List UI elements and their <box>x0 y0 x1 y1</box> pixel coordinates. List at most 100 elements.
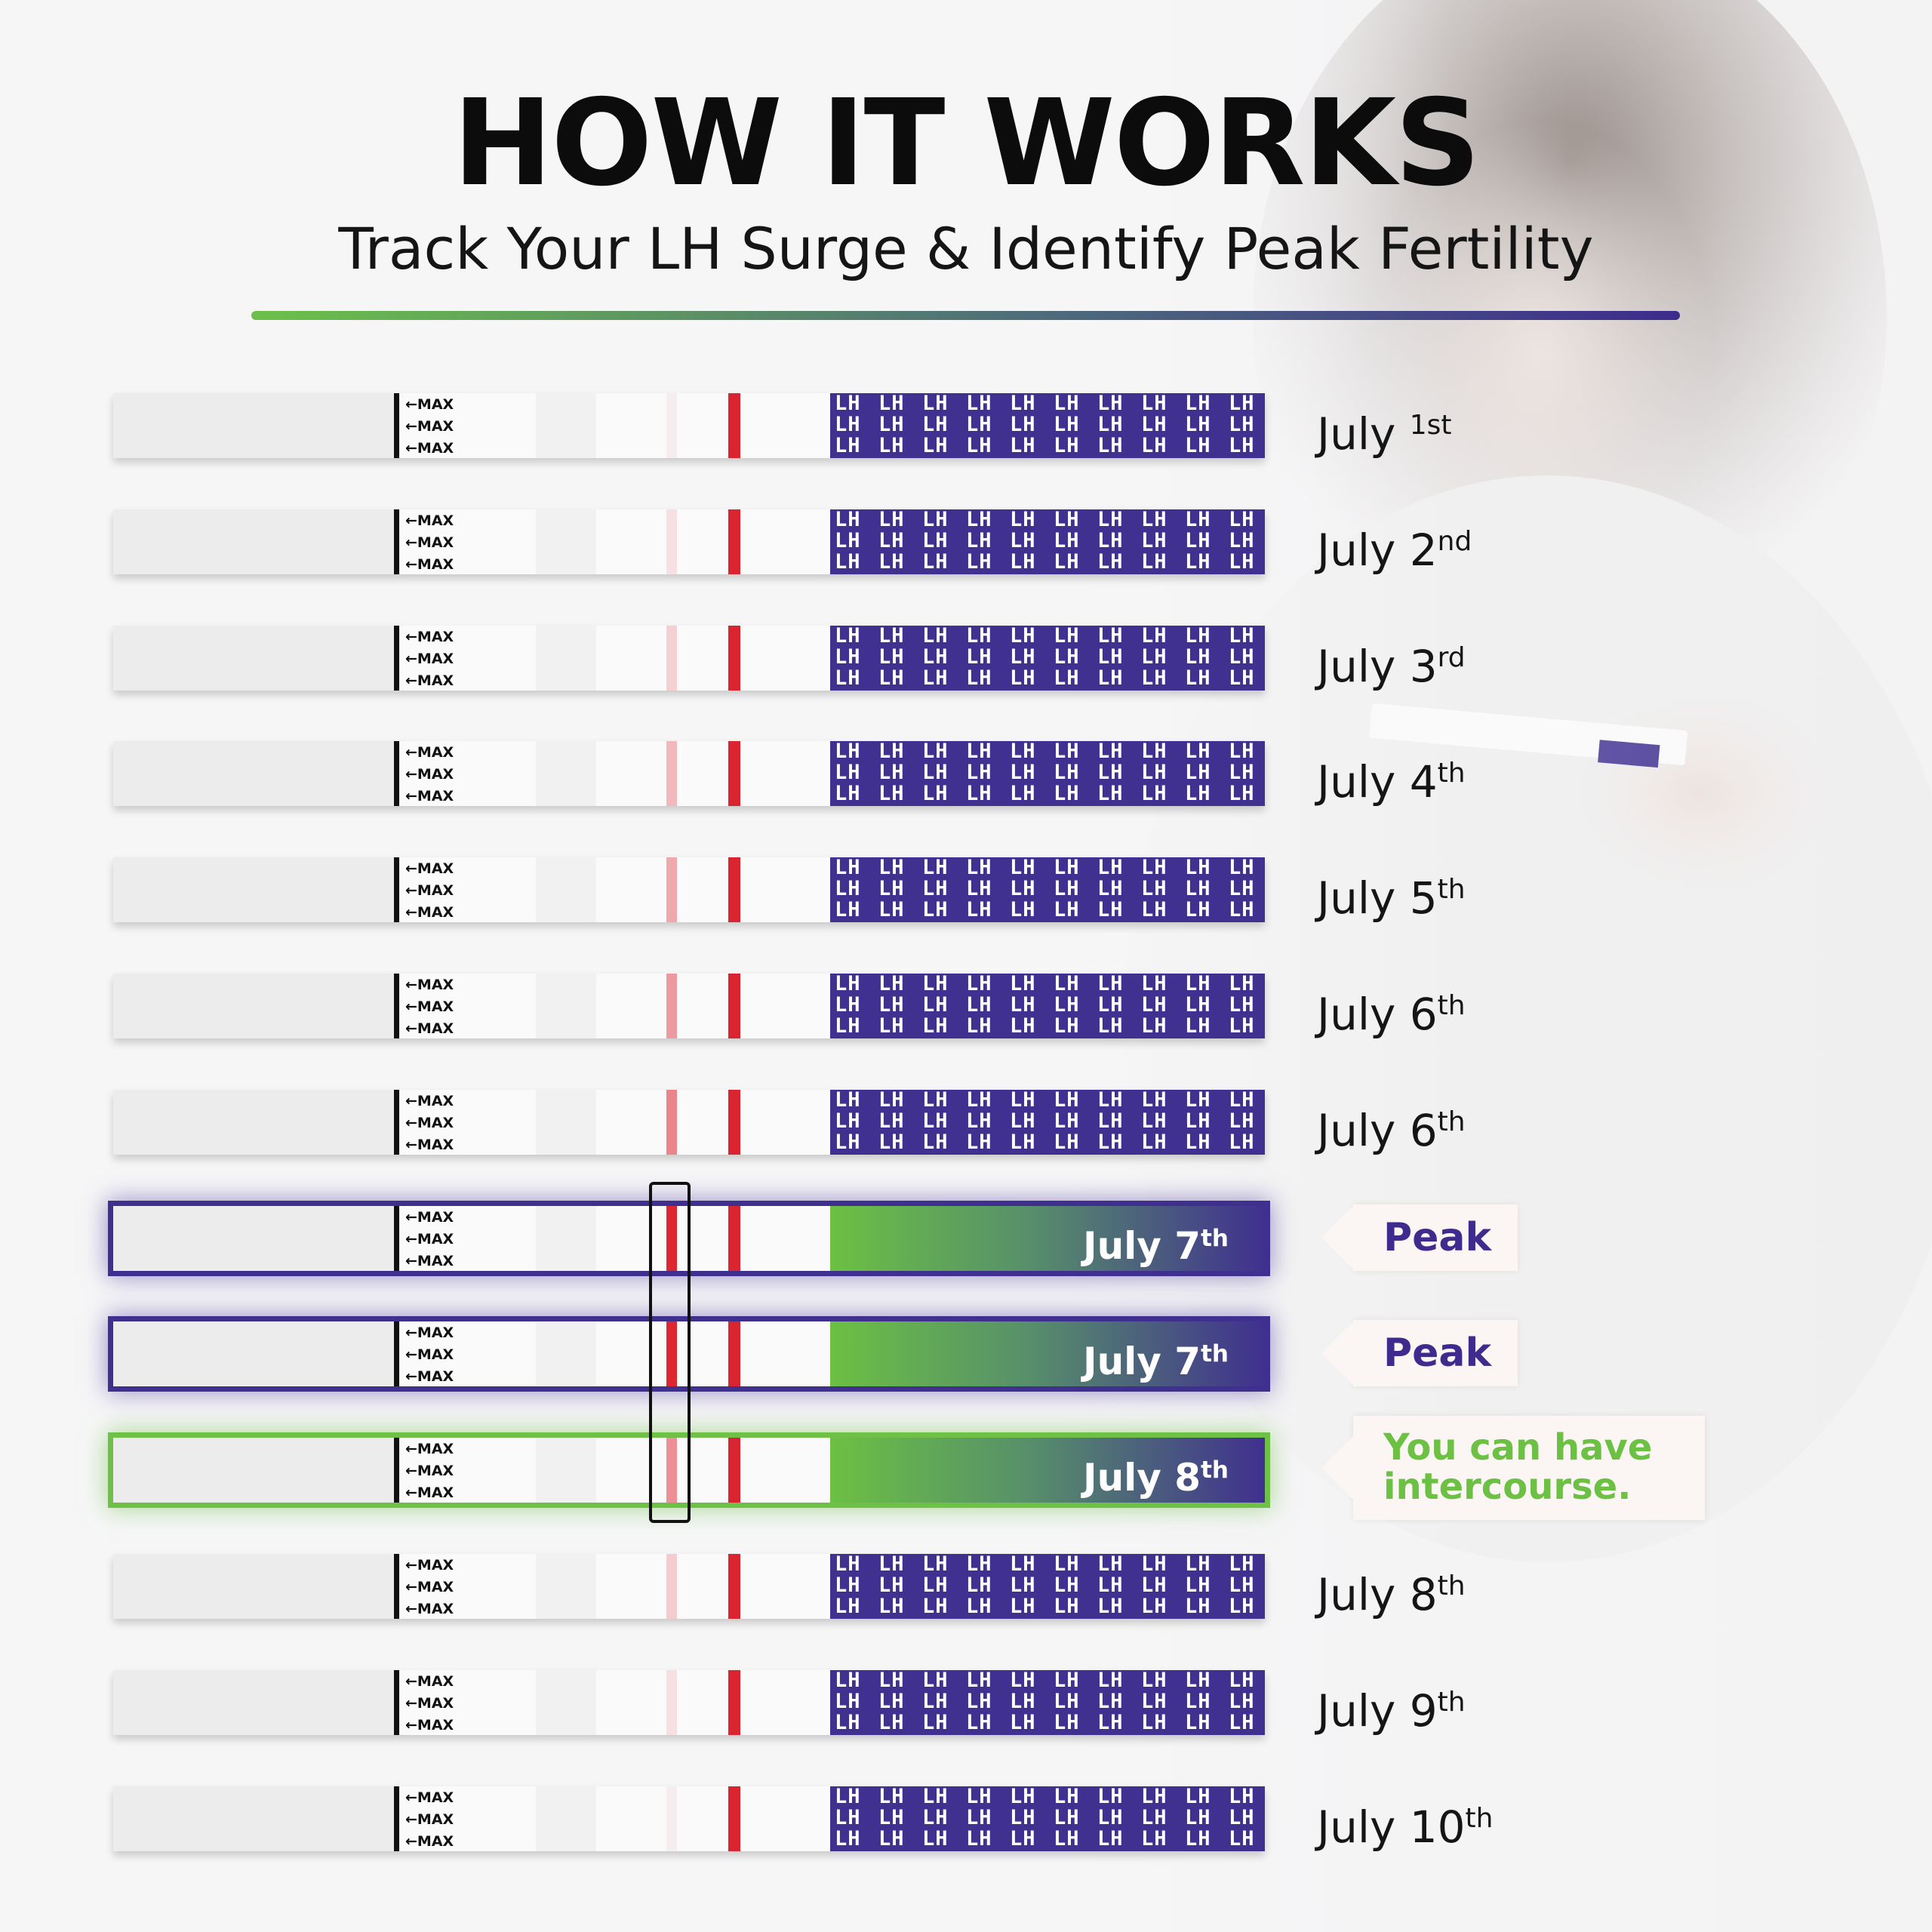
lh-band-text: LH <box>1010 782 1036 805</box>
lh-band-pattern: LH LH LH LH LH LH LH LH LH LH LH LH LH LH LH LH LH LH LH LH… <box>835 1786 1265 1850</box>
max-labels: ←MAX ←MAX ←MAX <box>405 1091 458 1156</box>
lh-band-text: LH <box>835 1690 861 1713</box>
lh-band: LH LH LH LH LH LH LH LH LH LH LH LH LH LH LH LH LH LH LH LH… <box>830 1554 1265 1619</box>
lh-band-text: LH <box>1141 1711 1168 1734</box>
lh-band-text: LH <box>1229 645 1255 669</box>
lh-band-text: LH <box>1054 761 1080 784</box>
lh-band-text: LH <box>1010 1690 1036 1713</box>
lh-band-text: LH <box>1097 434 1124 457</box>
date-text: July 8 <box>1317 1568 1438 1620</box>
lh-band-text: LH <box>1141 1090 1168 1112</box>
test-date-label: July 6th <box>1317 1092 1466 1161</box>
lh-band-text: LH <box>922 645 949 669</box>
lh-band-text: LH <box>1097 761 1124 784</box>
max-label: ←MAX <box>405 1717 454 1734</box>
lh-band-text: LH <box>1185 434 1211 457</box>
lh-band-text: LH <box>835 434 861 457</box>
callout-pointer <box>1321 1206 1353 1269</box>
max-line-marker <box>394 626 399 691</box>
lh-band-text: LH <box>1229 761 1255 784</box>
lh-band-text: LH <box>835 761 861 784</box>
lh-band-text: LH <box>1229 1827 1255 1850</box>
lh-band-text: LH <box>1097 393 1124 415</box>
strip-handle <box>113 857 394 922</box>
control-line <box>728 974 740 1038</box>
lh-band-text: LH <box>1010 857 1036 879</box>
lh-band-text: LH <box>1185 509 1211 531</box>
control-line <box>728 1554 740 1619</box>
lh-band-text: LH <box>1010 993 1036 1017</box>
max-labels: ←MAX ←MAX ←MAX <box>405 858 458 924</box>
lh-band-text: LH <box>878 1131 905 1154</box>
lh-band-text: LH <box>835 857 861 879</box>
lh-band-text: LH <box>922 1595 949 1618</box>
lh-band-text: LH <box>966 898 992 921</box>
lh-band-text: LH <box>922 393 949 415</box>
lh-band-text: LH <box>966 1711 992 1734</box>
max-label: ←MAX <box>405 534 454 551</box>
lh-band-text: LH <box>835 1786 861 1808</box>
lh-band-text: LH <box>1054 509 1080 531</box>
peak-callout: Peak <box>1321 1320 1518 1386</box>
highlight-band: July 7th <box>830 1206 1265 1271</box>
max-line-marker <box>394 857 399 922</box>
lh-band-text: LH <box>1054 1786 1080 1808</box>
lh-band-text: LH <box>1185 1090 1211 1112</box>
control-line <box>728 1670 740 1735</box>
lh-band-text: LH <box>878 550 905 574</box>
lh-band-text: LH <box>878 857 905 879</box>
lh-band-text: LH <box>1010 1090 1036 1112</box>
lh-band: LH LH LH LH LH LH LH LH LH LH LH LH LH LH LH LH LH LH LH LH… <box>830 509 1265 574</box>
max-line-marker <box>394 1206 399 1271</box>
lh-band-text: LH <box>966 1827 992 1850</box>
control-line <box>728 509 740 574</box>
lh-band-text: LH <box>1054 1711 1080 1734</box>
lh-band-pattern: LH LH LH LH LH LH LH LH LH LH LH LH LH LH LH LH LH LH LH LH… <box>835 857 1265 921</box>
test-date-label: July 2nd <box>1317 512 1472 580</box>
lh-band-text: LH <box>1141 1690 1168 1713</box>
control-line <box>728 1438 740 1503</box>
max-label: ←MAX <box>405 1463 454 1479</box>
lh-band-text: LH <box>878 898 905 921</box>
lh-band-text: LH <box>1010 1827 1036 1850</box>
date-text: July 5 <box>1317 872 1438 924</box>
lh-band-pattern: LH LH LH LH LH LH LH LH LH LH LH LH LH LH LH LH LH LH LH LH… <box>835 1670 1265 1734</box>
lh-band-text: LH <box>1141 1014 1168 1038</box>
result-window <box>536 1090 596 1155</box>
lh-band-text: LH <box>1185 1109 1211 1133</box>
max-label: ←MAX <box>405 1833 454 1850</box>
lh-band-text: LH <box>1097 1827 1124 1850</box>
lh-band-text: LH <box>878 1786 905 1808</box>
date-text: July 9 <box>1317 1684 1438 1737</box>
lh-band-text: LH <box>1054 741 1080 763</box>
lh-band-text: LH <box>966 509 992 531</box>
lh-band-text: LH <box>878 877 905 900</box>
lh-band-text: LH <box>1097 898 1124 921</box>
lh-band-text: LH <box>1010 1131 1036 1154</box>
strip-handle <box>113 1090 394 1155</box>
max-label: ←MAX <box>405 1346 454 1363</box>
max-labels: ←MAX ←MAX ←MAX <box>405 1787 458 1853</box>
lh-band-text: LH <box>1229 1090 1255 1112</box>
lh-band-text: LH <box>922 1109 949 1133</box>
lh-band-text: LH <box>835 974 861 995</box>
test-date-label: July 6th <box>1317 976 1466 1044</box>
lh-band-text: LH <box>1141 626 1168 648</box>
lh-band-text: LH <box>1097 413 1124 436</box>
lh-band-text: LH <box>1141 509 1168 531</box>
date-text: July 3 <box>1317 640 1438 692</box>
max-line-marker <box>394 1786 399 1851</box>
max-label: ←MAX <box>405 418 454 435</box>
lh-band-text: LH <box>1185 877 1211 900</box>
lh-band-text: LH <box>1229 1711 1255 1734</box>
lh-band-text: LH <box>1097 877 1124 900</box>
lh-band: LH LH LH LH LH LH LH LH LH LH LH LH LH LH LH LH LH LH LH LH… <box>830 626 1265 691</box>
date-suffix: th <box>1437 990 1466 1021</box>
lh-band-text: LH <box>1097 741 1124 763</box>
lh-band-text: LH <box>1185 1806 1211 1829</box>
lh-band-text: LH <box>1229 529 1255 552</box>
lh-band-text: LH <box>1010 898 1036 921</box>
lh-band-text: LH <box>1229 550 1255 574</box>
control-line <box>728 857 740 922</box>
lh-band-text: LH <box>878 393 905 415</box>
